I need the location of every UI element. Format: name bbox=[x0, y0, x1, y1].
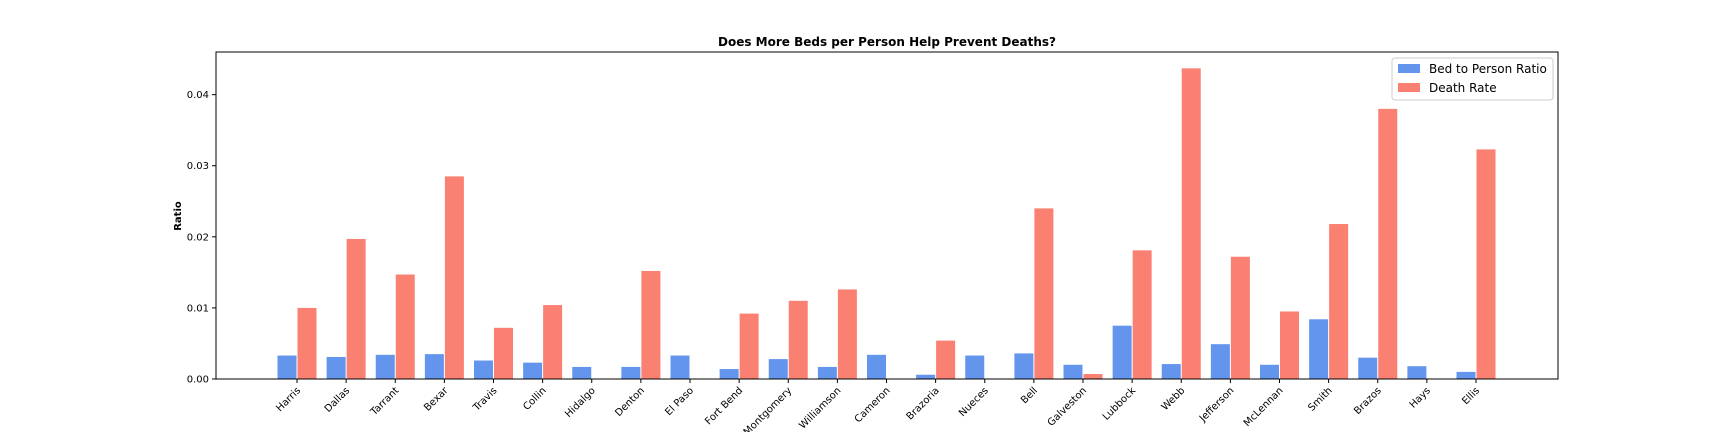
x-tick-label-webb: Webb bbox=[1160, 385, 1188, 413]
x-tick-label-brazoria: Brazoria bbox=[905, 385, 942, 422]
plot-frame bbox=[215, 51, 1559, 380]
bar-death-rate-brazoria bbox=[936, 340, 956, 379]
x-tick-label-hidalgo: Hidalgo bbox=[563, 385, 598, 420]
legend-label-death-rate: Death Rate bbox=[1429, 81, 1497, 95]
legend-box bbox=[1391, 57, 1554, 101]
x-tick-label-jefferson: Jefferson bbox=[1197, 385, 1237, 425]
bar-bed-to-person-ratio-cameron bbox=[867, 354, 886, 379]
bar-bed-to-person-ratio-tarrant bbox=[375, 354, 395, 379]
bar-death-rate-smith bbox=[1329, 224, 1349, 379]
bar-death-rate-lubbock bbox=[1132, 250, 1152, 379]
bar-death-rate-bexar bbox=[444, 176, 464, 379]
bar-bed-to-person-ratio-dallas bbox=[326, 356, 346, 379]
bar-bed-to-person-ratio-webb bbox=[1161, 364, 1181, 379]
x-tick-label-harris: Harris bbox=[274, 385, 303, 414]
x-tick-label-bell: Bell bbox=[1019, 385, 1040, 406]
bar-bed-to-person-ratio-el-paso bbox=[670, 355, 690, 379]
x-tick-label-galveston: Galveston bbox=[1046, 385, 1089, 428]
bar-death-rate-collin bbox=[543, 305, 563, 379]
x-tick-label-williamson: Williamson bbox=[797, 385, 843, 431]
bar-bed-to-person-ratio-smith bbox=[1309, 319, 1329, 379]
bar-bed-to-person-ratio-brazoria bbox=[916, 374, 936, 379]
x-tick-label-montgomery: Montgomery bbox=[742, 385, 795, 432]
y-tick-label: 0.02 bbox=[187, 232, 209, 243]
bar-death-rate-ellis bbox=[1476, 149, 1496, 379]
bar-bed-to-person-ratio-ellis bbox=[1456, 371, 1476, 379]
bar-bed-to-person-ratio-nueces bbox=[965, 355, 985, 379]
bar-bed-to-person-ratio-jefferson bbox=[1210, 344, 1230, 379]
x-tick-label-mclennan: McLennan bbox=[1242, 385, 1286, 429]
x-tick-label-fort-bend: Fort Bend bbox=[703, 385, 745, 427]
legend-label-bed-to-person-ratio: Bed to Person Ratio bbox=[1429, 62, 1547, 76]
bar-bed-to-person-ratio-williamson bbox=[817, 366, 837, 379]
bar-death-rate-montgomery bbox=[788, 300, 808, 379]
x-tick-label-collin: Collin bbox=[521, 385, 548, 412]
x-tick-label-smith: Smith bbox=[1306, 385, 1334, 413]
bar-bed-to-person-ratio-harris bbox=[277, 355, 297, 379]
bar-death-rate-mclennan bbox=[1280, 311, 1299, 379]
y-tick-label: 0.01 bbox=[187, 303, 209, 314]
x-tick-label-travis: Travis bbox=[471, 385, 500, 414]
bar-bed-to-person-ratio-bexar bbox=[424, 354, 444, 379]
x-tick-label-cameron: Cameron bbox=[853, 385, 893, 425]
bar-bed-to-person-ratio-collin bbox=[523, 362, 543, 379]
bar-death-rate-brazos bbox=[1378, 108, 1398, 380]
x-axis: Harris Dallas Tarrant Bexar Travis Collin Hida… bbox=[274, 379, 1482, 432]
bar-death-rate-dallas bbox=[346, 238, 366, 379]
bar-bed-to-person-ratio-lubbock bbox=[1112, 325, 1132, 379]
bar-death-rate-jefferson bbox=[1230, 256, 1250, 379]
x-tick-label-bexar: Bexar bbox=[422, 385, 451, 414]
bars-group bbox=[277, 68, 1496, 380]
bar-death-rate-travis bbox=[494, 327, 513, 379]
x-tick-label-denton: Denton bbox=[613, 385, 647, 419]
bar-death-rate-tarrant bbox=[395, 274, 415, 379]
legend: Bed to Person Ratio Death Rate bbox=[1391, 57, 1554, 101]
x-tick-label-el-paso: El Paso bbox=[663, 385, 696, 418]
bar-death-rate-bell bbox=[1034, 208, 1054, 379]
bar-bed-to-person-ratio-fort-bend bbox=[719, 369, 739, 379]
x-tick-label-tarrant: Tarrant bbox=[368, 385, 401, 418]
bar-death-rate-webb bbox=[1181, 68, 1201, 379]
chart-title: Does More Beds per Person Help Prevent D… bbox=[718, 35, 1056, 49]
y-tick-label: 0.00 bbox=[187, 375, 209, 386]
bar-death-rate-galveston bbox=[1083, 374, 1103, 379]
bar-bed-to-person-ratio-montgomery bbox=[768, 359, 788, 379]
x-tick-label-hays: Hays bbox=[1408, 385, 1433, 410]
bar-bed-to-person-ratio-brazos bbox=[1358, 357, 1378, 379]
y-axis-label: Ratio bbox=[173, 201, 184, 231]
bar-bed-to-person-ratio-hidalgo bbox=[572, 366, 592, 379]
bar-bed-to-person-ratio-galveston bbox=[1063, 364, 1083, 379]
bar-bed-to-person-ratio-bell bbox=[1014, 353, 1034, 379]
legend-swatch-bed-to-person-ratio bbox=[1398, 64, 1420, 73]
bar-death-rate-denton bbox=[641, 270, 661, 379]
bar-bed-to-person-ratio-travis bbox=[474, 360, 493, 379]
y-tick-label: 0.04 bbox=[187, 90, 209, 101]
x-tick-label-dallas: Dallas bbox=[323, 385, 353, 415]
x-tick-label-brazos: Brazos bbox=[1352, 385, 1384, 417]
x-tick-label-lubbock: Lubbock bbox=[1101, 385, 1139, 423]
legend-swatch-death-rate bbox=[1398, 83, 1420, 92]
bar-death-rate-fort-bend bbox=[739, 313, 759, 379]
bar-death-rate-williamson bbox=[837, 289, 857, 379]
bar-bed-to-person-ratio-denton bbox=[621, 366, 641, 379]
x-tick-label-nueces: Nueces bbox=[957, 385, 991, 419]
x-tick-label-ellis: Ellis bbox=[1460, 385, 1482, 407]
bar-bed-to-person-ratio-hays bbox=[1407, 366, 1427, 379]
y-tick-label: 0.03 bbox=[187, 161, 209, 172]
bar-death-rate-harris bbox=[297, 307, 317, 379]
y-axis: 0.00 0.01 0.02 0.03 0.04 bbox=[187, 90, 216, 386]
bar-bed-to-person-ratio-mclennan bbox=[1260, 364, 1279, 379]
